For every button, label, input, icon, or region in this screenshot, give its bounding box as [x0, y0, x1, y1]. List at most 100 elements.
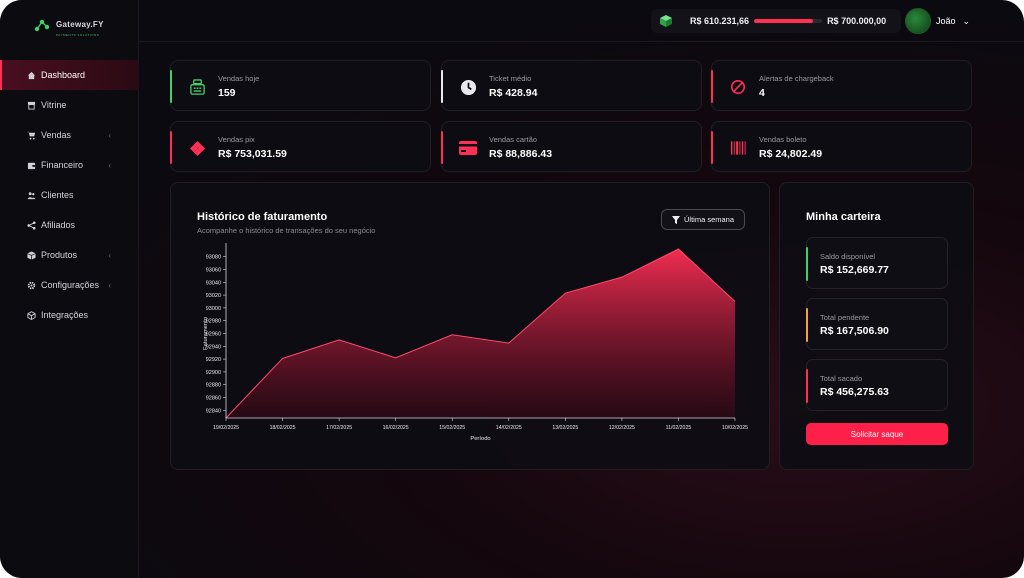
credit-card-icon [459, 139, 477, 157]
stat-label: Vendas hoje [218, 74, 260, 83]
stat-value: R$ 88,886.43 [489, 148, 553, 160]
sidebar-item-share[interactable]: Afiliados [0, 210, 139, 240]
users-icon [26, 190, 36, 200]
brand-logo[interactable]: Gateway.FY PAYMENTS SOLUTIONS [34, 14, 104, 37]
barcode-icon [729, 139, 747, 157]
sidebar-item-label: Integrações [41, 310, 89, 320]
revenue-area [226, 249, 735, 418]
sidebar-item-wallet[interactable]: Financeiro ‹ [0, 150, 139, 180]
cube-icon [660, 15, 672, 27]
filter-icon [671, 215, 680, 224]
chevron-left-icon: ‹ [108, 130, 111, 140]
stat-accent-bar [711, 131, 713, 164]
stat-value: 4 [759, 87, 765, 99]
x-tick-label: 13/02/2025 [552, 425, 578, 431]
wallet-card: Minha carteira Saldo disponível R$ 152,6… [779, 182, 974, 470]
stat-accent-bar [441, 131, 443, 164]
store-icon [26, 100, 36, 110]
sidebar-item-users[interactable]: Clientes [0, 180, 139, 210]
wallet-item-label: Saldo disponível [820, 252, 876, 261]
y-tick-label: 92940 [206, 344, 221, 350]
balance-widget[interactable]: R$ 610.231,66 R$ 700.000,00 [651, 9, 901, 33]
request-withdrawal-button[interactable]: Solicitar saque [806, 423, 948, 445]
y-tick-label: 92840 [206, 408, 221, 414]
x-tick-label: 11/02/2025 [666, 425, 692, 431]
y-tick-label: 93020 [206, 293, 221, 299]
x-tick-label: 18/02/2025 [270, 425, 296, 431]
y-tick-label: 92900 [206, 370, 221, 376]
revenue-area-chart: 92840 92860 92880 92900 92920 92940 92960 92980… [203, 243, 748, 442]
revenue-line [225, 248, 736, 419]
period-filter-label: Última semana [683, 215, 735, 224]
x-tick-label: 10/02/2025 [722, 425, 748, 431]
revenue-chart-card: Histórico de faturamento Acompanhe o his… [170, 182, 770, 470]
balance-goal: R$ 700.000,00 [827, 16, 887, 26]
wallet-balance-box: Saldo disponível R$ 152,669.77 [806, 237, 948, 289]
stat-card-pix: Vendas pix R$ 753,031.59 [170, 121, 431, 172]
sidebar-item-label: Produtos [41, 250, 78, 260]
y-tick-label: 92860 [206, 396, 221, 402]
y-tick-label: 92880 [206, 383, 221, 389]
balance-current: R$ 610.231,66 [690, 16, 750, 26]
wallet-icon [26, 160, 36, 170]
x-tick-label: 12/02/2025 [609, 425, 635, 431]
stat-value: 159 [218, 87, 236, 99]
sidebar-item-label: Dashboard [41, 70, 86, 80]
home-icon [26, 70, 36, 80]
stat-value: R$ 428.94 [489, 87, 538, 99]
user-menu[interactable]: João ⌄ [905, 8, 970, 34]
chevron-left-icon: ‹ [108, 160, 111, 170]
sidebar-item-store[interactable]: Vitrine [0, 90, 139, 120]
logo-icon [34, 19, 50, 31]
top-header: R$ 610.231,66 R$ 700.000,00 João ⌄ [139, 0, 1024, 42]
wallet-item-value: R$ 167,506.90 [820, 325, 889, 337]
sidebar-item-gear[interactable]: Configurações ‹ [0, 270, 139, 300]
stat-card-credit-card: Vendas cartão R$ 88,886.43 [441, 121, 702, 172]
sidebar-item-home[interactable]: Dashboard [0, 60, 139, 90]
x-tick-label: 19/02/2025 [213, 425, 239, 431]
ban-icon [729, 78, 747, 96]
stat-label: Vendas pix [218, 135, 255, 144]
wallet-balance-box: Total pendente R$ 167,506.90 [806, 298, 948, 350]
chevron-left-icon: ‹ [108, 250, 111, 260]
sidebar-item-cube[interactable]: Integrações [0, 300, 139, 330]
stat-label: Alertas de chargeback [759, 74, 834, 83]
chevron-down-icon: ⌄ [962, 15, 971, 26]
stat-accent-bar [170, 131, 172, 164]
stat-label: Vendas cartão [489, 135, 537, 144]
sidebar-item-cart[interactable]: Vendas ‹ [0, 120, 139, 150]
sidebar-item-box[interactable]: Produtos ‹ [0, 240, 139, 270]
wallet-title: Minha carteira [806, 211, 881, 223]
chart-title: Histórico de faturamento [197, 211, 328, 223]
x-tick-label: 15/02/2025 [439, 425, 465, 431]
chevron-left-icon: ‹ [108, 280, 111, 290]
sidebar-item-label: Vendas [41, 130, 72, 140]
stat-label: Vendas boleto [759, 135, 807, 144]
wallet-accent-bar [806, 369, 808, 403]
balance-progress-bar [754, 19, 823, 23]
gear-icon [26, 280, 36, 290]
y-tick-label: 92960 [206, 332, 221, 338]
wallet-item-value: R$ 456,275.63 [820, 386, 889, 398]
cube-icon [26, 310, 36, 320]
box-icon [26, 250, 36, 260]
y-tick-label: 93040 [206, 280, 221, 286]
y-axis-label: Faturamento [203, 317, 209, 350]
period-filter-button[interactable]: Última semana [661, 209, 745, 230]
x-tick-label: 17/02/2025 [326, 425, 352, 431]
stat-accent-bar [170, 70, 172, 103]
y-tick-label: 93000 [206, 306, 221, 312]
sidebar-item-label: Configurações [41, 280, 100, 290]
cart-icon [26, 130, 36, 140]
sidebar-nav: Dashboard Vitrine Vendas ‹ Financeiro ‹ Client… [0, 60, 139, 330]
stat-value: R$ 24,802.49 [759, 148, 823, 160]
y-tick-label: 92920 [206, 357, 221, 363]
y-tick-label: 93060 [206, 267, 221, 273]
stat-card-ban: Alertas de chargeback 4 [711, 60, 972, 111]
avatar [905, 8, 931, 34]
user-name: João [936, 16, 956, 26]
stat-card-barcode: Vendas boleto R$ 24,802.49 [711, 121, 972, 172]
balance-progress-fill [754, 19, 814, 23]
sidebar-item-label: Afiliados [41, 220, 76, 230]
